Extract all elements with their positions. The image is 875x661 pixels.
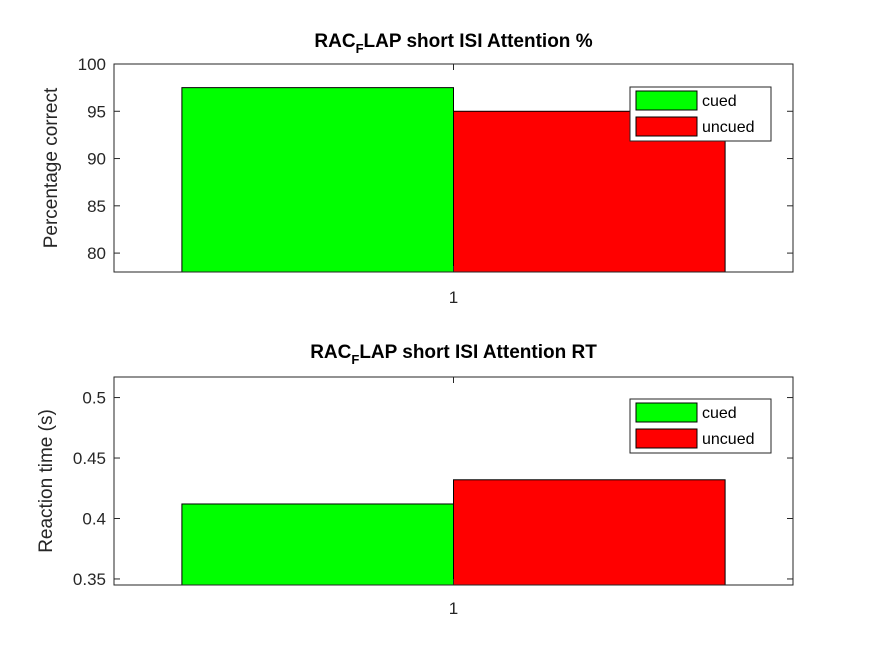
y-tick-label: 0.35: [73, 570, 106, 589]
legend: cued uncued: [629, 86, 772, 142]
legend-swatch-uncued: [635, 116, 698, 137]
chart-1: 80 85 90 95 100 1 RACFLAP short ISI Attention …: [41, 31, 794, 307]
legend-swatch-cued: [635, 90, 698, 111]
y-tick-label: 100: [78, 55, 106, 74]
y-axis-label: Percentage correct: [41, 87, 62, 248]
legend-swatch-uncued: [635, 428, 698, 449]
bar-cued: [181, 503, 454, 585]
chart-title: RACFLAP short ISI Attention RT: [310, 342, 597, 367]
legend: cued uncued: [629, 398, 772, 454]
y-axis-label: Reaction time (s): [36, 409, 57, 553]
legend-label-cued: cued: [702, 93, 737, 110]
legend-label-cued: cued: [702, 405, 737, 422]
y-tick-label: 0.4: [82, 509, 106, 528]
y-tick-label: 0.5: [82, 389, 106, 408]
x-tick-label: 1: [449, 288, 458, 307]
title-main: RAC: [310, 342, 351, 363]
bars: [181, 87, 726, 272]
y-tick-label: 0.45: [73, 449, 106, 468]
legend-label-uncued: uncued: [702, 119, 755, 136]
y-tick-label: 80: [87, 244, 106, 263]
x-tick-label: 1: [449, 599, 458, 618]
title-subscript: F: [356, 41, 364, 56]
chart-title: RACFLAP short ISI Attention %: [314, 31, 592, 56]
bars: [181, 479, 726, 585]
y-tick-label: 90: [87, 150, 106, 169]
y-tick-label: 85: [87, 197, 106, 216]
title-main: RAC: [314, 31, 355, 52]
bar-cued: [181, 87, 454, 272]
title-rest: LAP short ISI Attention RT: [359, 342, 597, 363]
title-rest: LAP short ISI Attention %: [364, 31, 593, 52]
chart-2: 0.35 0.4 0.45 0.5 1 RACFLAP short ISI Attenti…: [36, 342, 794, 618]
y-tick-label: 95: [87, 102, 106, 121]
legend-swatch-cued: [635, 402, 698, 423]
title-subscript: F: [351, 352, 359, 367]
legend-label-uncued: uncued: [702, 431, 755, 448]
bar-uncued: [453, 479, 726, 585]
